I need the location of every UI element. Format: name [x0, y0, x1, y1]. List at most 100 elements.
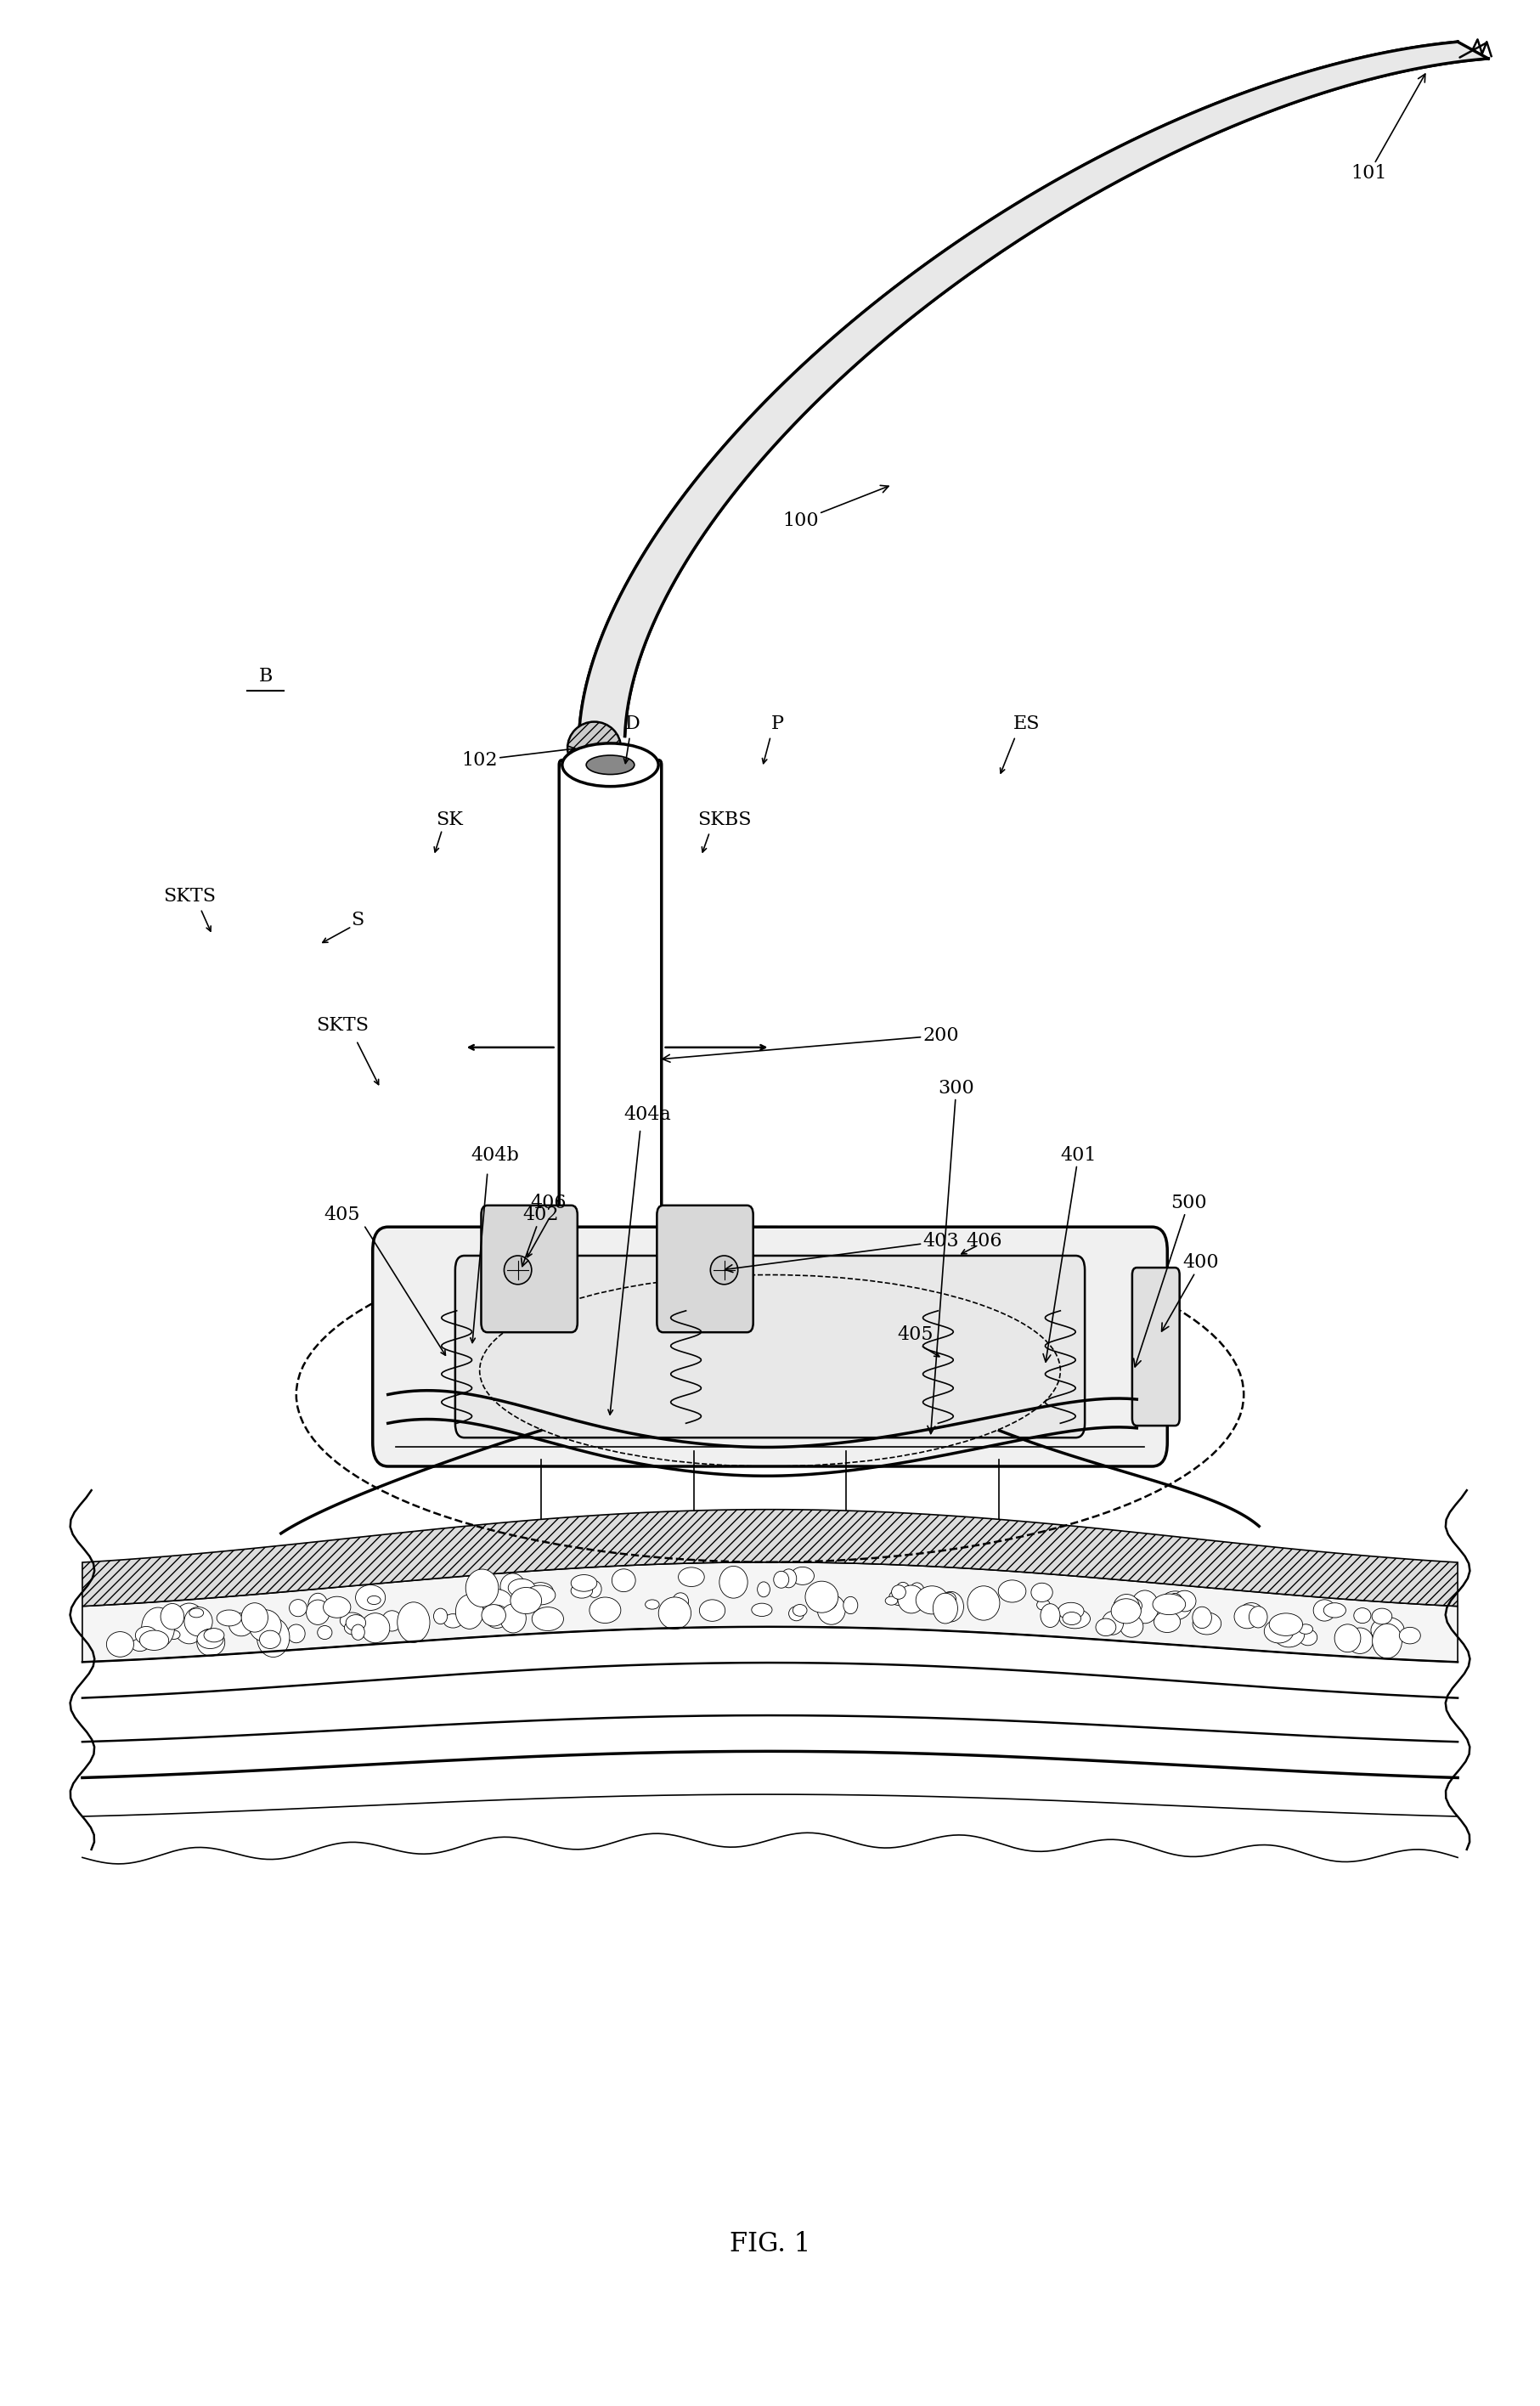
- Ellipse shape: [1234, 1605, 1260, 1629]
- Ellipse shape: [816, 1595, 836, 1610]
- Ellipse shape: [590, 1598, 621, 1624]
- Ellipse shape: [892, 1586, 906, 1600]
- Text: 400: 400: [1161, 1254, 1218, 1331]
- Ellipse shape: [106, 1631, 134, 1658]
- Ellipse shape: [587, 755, 634, 775]
- Text: 500: 500: [1133, 1193, 1207, 1367]
- Ellipse shape: [1298, 1624, 1312, 1634]
- Ellipse shape: [1113, 1595, 1140, 1619]
- Ellipse shape: [942, 1593, 956, 1605]
- Ellipse shape: [1096, 1619, 1116, 1636]
- Ellipse shape: [1372, 1607, 1392, 1624]
- Ellipse shape: [1335, 1624, 1361, 1653]
- Ellipse shape: [172, 1602, 206, 1643]
- Ellipse shape: [938, 1593, 964, 1622]
- Ellipse shape: [568, 722, 621, 775]
- Ellipse shape: [531, 1607, 564, 1631]
- Ellipse shape: [257, 1617, 290, 1658]
- Ellipse shape: [131, 1638, 148, 1651]
- Ellipse shape: [645, 1600, 659, 1610]
- Ellipse shape: [571, 1576, 598, 1590]
- Ellipse shape: [160, 1602, 183, 1629]
- Text: 405: 405: [323, 1205, 360, 1225]
- Ellipse shape: [482, 1605, 505, 1626]
- Ellipse shape: [1354, 1607, 1371, 1624]
- Text: B: B: [259, 666, 273, 686]
- Ellipse shape: [360, 1612, 390, 1643]
- Ellipse shape: [889, 1590, 910, 1605]
- FancyBboxPatch shape: [559, 760, 662, 1292]
- Ellipse shape: [710, 1256, 738, 1285]
- Ellipse shape: [340, 1612, 363, 1629]
- Text: SKTS: SKTS: [163, 888, 216, 907]
- Text: SKTS: SKTS: [316, 1015, 368, 1035]
- Ellipse shape: [197, 1629, 225, 1655]
- Ellipse shape: [368, 1595, 380, 1605]
- Ellipse shape: [1173, 1590, 1197, 1612]
- Ellipse shape: [397, 1602, 430, 1643]
- Ellipse shape: [290, 1600, 306, 1617]
- Ellipse shape: [479, 1588, 511, 1612]
- Text: 404a: 404a: [624, 1104, 671, 1124]
- Ellipse shape: [1314, 1600, 1335, 1622]
- Ellipse shape: [587, 1581, 602, 1598]
- Ellipse shape: [288, 1624, 305, 1643]
- Ellipse shape: [485, 1605, 508, 1629]
- Ellipse shape: [1158, 1590, 1192, 1619]
- Ellipse shape: [910, 1583, 924, 1600]
- Text: D: D: [625, 715, 641, 734]
- Ellipse shape: [916, 1586, 949, 1614]
- Ellipse shape: [773, 1571, 788, 1588]
- FancyBboxPatch shape: [373, 1227, 1167, 1465]
- Ellipse shape: [345, 1622, 363, 1634]
- Ellipse shape: [1060, 1610, 1090, 1629]
- Ellipse shape: [356, 1586, 385, 1610]
- Ellipse shape: [456, 1595, 484, 1629]
- Ellipse shape: [1113, 1598, 1143, 1614]
- FancyBboxPatch shape: [1132, 1268, 1180, 1427]
- Ellipse shape: [306, 1600, 330, 1624]
- Ellipse shape: [571, 1583, 593, 1598]
- Ellipse shape: [136, 1626, 157, 1643]
- Ellipse shape: [504, 1256, 531, 1285]
- Ellipse shape: [168, 1631, 180, 1638]
- Ellipse shape: [562, 743, 659, 787]
- Ellipse shape: [781, 1569, 796, 1588]
- Ellipse shape: [818, 1595, 845, 1624]
- Ellipse shape: [346, 1614, 367, 1631]
- Ellipse shape: [323, 1598, 351, 1617]
- Text: 102: 102: [462, 746, 574, 770]
- Ellipse shape: [351, 1624, 365, 1641]
- Text: SKBS: SKBS: [698, 811, 752, 830]
- Ellipse shape: [308, 1593, 328, 1617]
- Ellipse shape: [788, 1607, 804, 1622]
- Ellipse shape: [242, 1602, 268, 1631]
- Ellipse shape: [805, 1581, 838, 1612]
- Ellipse shape: [516, 1598, 530, 1612]
- Ellipse shape: [1192, 1607, 1212, 1629]
- Ellipse shape: [998, 1581, 1026, 1602]
- Ellipse shape: [673, 1593, 688, 1610]
- Ellipse shape: [1112, 1598, 1141, 1624]
- Ellipse shape: [885, 1598, 898, 1605]
- Ellipse shape: [793, 1605, 807, 1617]
- Ellipse shape: [508, 1578, 534, 1598]
- Ellipse shape: [1103, 1612, 1124, 1634]
- Text: 406: 406: [530, 1193, 567, 1213]
- Ellipse shape: [659, 1598, 691, 1629]
- Text: S: S: [351, 912, 363, 929]
- Text: 401: 401: [1043, 1145, 1096, 1362]
- Ellipse shape: [465, 1569, 499, 1607]
- Ellipse shape: [1264, 1619, 1294, 1643]
- Ellipse shape: [699, 1600, 725, 1622]
- Ellipse shape: [434, 1607, 448, 1624]
- Text: 300: 300: [927, 1078, 975, 1434]
- Ellipse shape: [140, 1631, 169, 1651]
- Ellipse shape: [317, 1626, 333, 1638]
- Ellipse shape: [525, 1586, 556, 1605]
- Ellipse shape: [1032, 1583, 1053, 1602]
- Polygon shape: [82, 1561, 1458, 1663]
- Ellipse shape: [967, 1586, 999, 1619]
- Ellipse shape: [528, 1583, 553, 1600]
- Ellipse shape: [844, 1598, 858, 1614]
